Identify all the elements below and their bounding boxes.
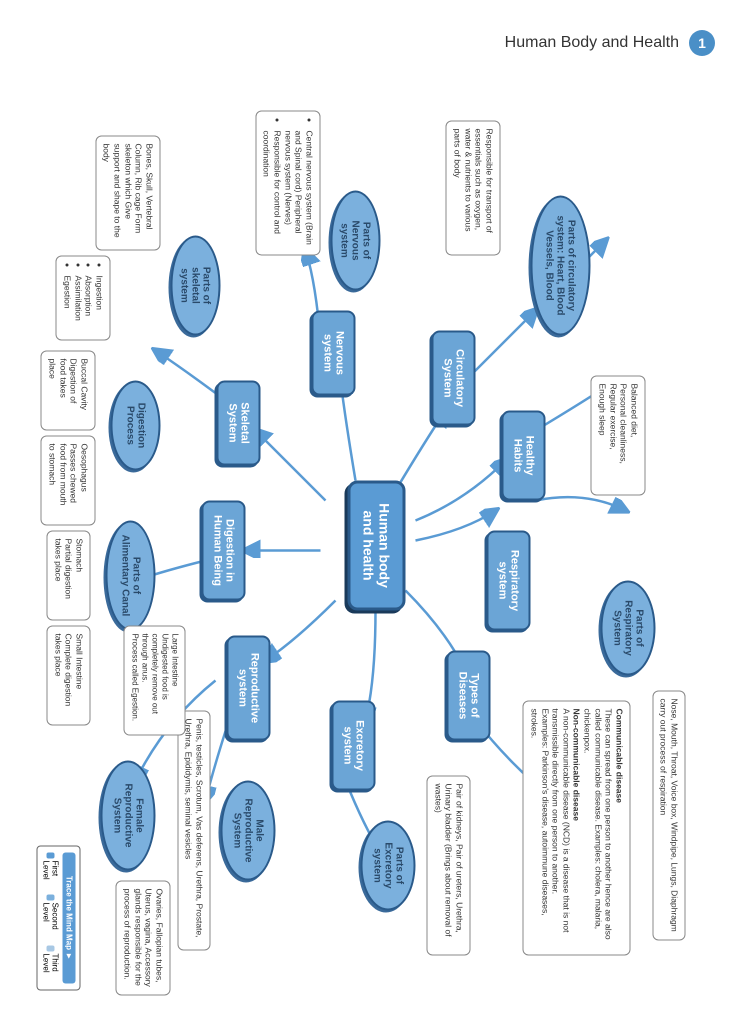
node-excretory: Excretory system — [332, 701, 376, 791]
swatch-third — [47, 945, 55, 951]
legend-level-2: Second Level — [42, 903, 60, 940]
node-nervous: Nervous system — [312, 311, 356, 396]
box-respiratory-desc: Nose, Mouth, Throat, Voice box, Windpipe… — [652, 691, 685, 941]
box-diseases-desc: Communicable disease These can spread fr… — [523, 701, 631, 956]
heading-noncommunicable: Non-communicable disease — [572, 709, 582, 821]
box-large-intestine: Large Intestine Undigested food is compl… — [124, 626, 186, 736]
node-types-diseases: Types of Diseases — [447, 651, 491, 741]
box-female-desc: Ovaries, Fallopian tubes, Uterus, vagina… — [116, 881, 171, 996]
node-circulatory: Circulatory System — [432, 331, 476, 426]
list-item: Central nervous system (Brain and Spinal… — [283, 131, 315, 248]
box-nervous-list: Central nervous system (Brain and Spinal… — [255, 111, 320, 256]
oval-parts-nervous: Parts of Nervous system — [331, 191, 381, 291]
oval-female-repro: Female Reproductive System — [101, 761, 156, 871]
list-item: Absorption — [83, 276, 94, 333]
node-skeletal: Skeletal System — [217, 381, 261, 466]
legend-box: Trace the Mind Map ► First Level Second … — [37, 846, 81, 991]
oval-parts-circulatory: Parts of circulatory system: Heart, Bloo… — [531, 196, 591, 336]
box-skeletal-desc: Bones, Skull, Vertebral Column, Rib cage… — [95, 136, 160, 251]
page-header: Human Body and Health 1 — [505, 30, 715, 56]
node-healthy-habits: Healthy Habits — [502, 411, 546, 501]
box-oesophagus: Oesophagus Passes chewed food from mouth… — [41, 436, 96, 526]
mind-map-diagram: Human body and health Healthy Habits Res… — [0, 198, 745, 883]
oval-parts-respiratory: Parts of Respiratory System — [601, 581, 656, 676]
box-buccal: Buccal Cavity Digestion of food takes pl… — [41, 351, 96, 431]
box-male-desc: Penis, testicles, Scrotum, Vas deferens,… — [177, 711, 210, 951]
page-number-badge: 1 — [689, 30, 715, 56]
list-item: Ingestion — [94, 276, 105, 333]
swatch-first — [47, 853, 55, 859]
swatch-second — [47, 895, 55, 901]
center-node: Human body and health — [348, 481, 406, 611]
box-excretory-desc: Pair of kidneys, Pair of ureters, Urethr… — [427, 776, 471, 956]
node-reproductive: Reproductive system — [227, 636, 271, 741]
legend-title: Trace the Mind Map ► — [63, 853, 76, 984]
legend-level-1: First Level — [42, 861, 60, 889]
box-digestion-list: Ingestion Absorption Assimilation Egesti… — [56, 256, 111, 341]
node-digestion: Digestion in Human Being — [202, 501, 246, 601]
box-circulatory-desc: Responsible for transport of essentials … — [446, 121, 501, 256]
heading-communicable: Communicable disease — [615, 709, 625, 803]
list-item: Egestion — [62, 276, 73, 333]
oval-parts-skeletal: Parts of skeletal system — [171, 236, 221, 336]
legend-level-3: Third Level — [42, 953, 60, 983]
box-stomach: Stomach Partial digestion takes place — [47, 531, 91, 621]
oval-digestion-process: Digestion Process — [111, 381, 161, 471]
text-communicable: These can spread from one person to anot… — [583, 709, 614, 940]
text-noncommunicable: A non-communicable disease (NCD) is a di… — [530, 709, 572, 933]
oval-male-repro: Male Reproductive System — [221, 781, 276, 881]
list-item: Assimilation — [73, 276, 84, 333]
node-respiratory: Respiratory system — [487, 531, 531, 631]
oval-alimentary: Parts of Alimentary Canal — [106, 521, 156, 631]
box-small-intestine: Small Intestine Complete digestion takes… — [47, 626, 91, 726]
list-item: Responsible for control and coordination — [261, 131, 282, 248]
box-healthy-desc: Balanced diet, Personal cleanliness, Reg… — [591, 376, 646, 496]
header-title: Human Body and Health — [505, 34, 679, 52]
oval-parts-excretory: Parts of Excretory system — [361, 821, 416, 911]
